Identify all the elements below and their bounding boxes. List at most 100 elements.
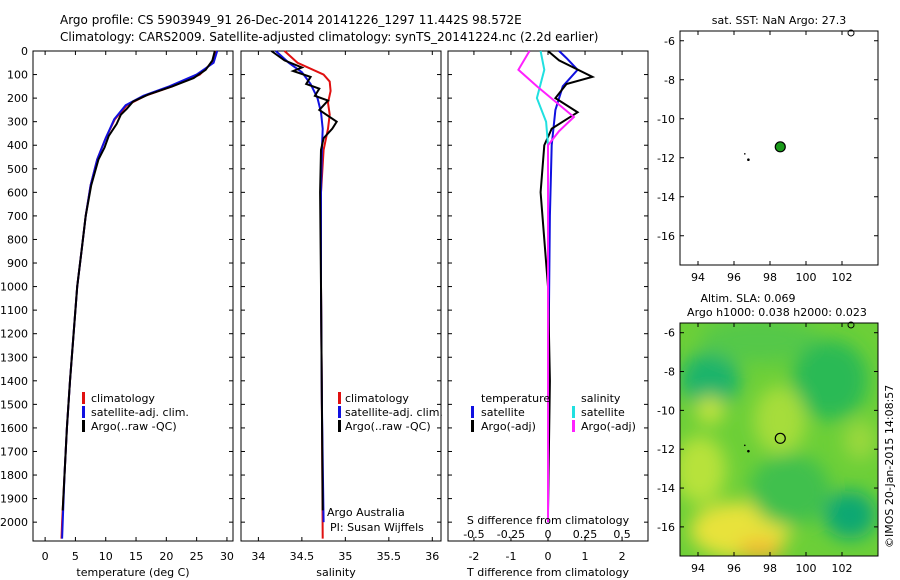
map-y-tick-label: -12 [657, 152, 675, 165]
map-x-tick-label: 96 [727, 562, 741, 575]
legend-swatch-t-satellite [471, 406, 474, 418]
y-tick-label: 1500 [0, 398, 28, 411]
sla-map-marks [744, 321, 855, 453]
map-x-tick-label: 98 [763, 562, 777, 575]
y-tick-label: 900 [7, 257, 28, 270]
sla-blob [824, 491, 876, 539]
x-tick-label: -2 [468, 550, 479, 563]
track-point [747, 449, 750, 453]
sla-blob [792, 340, 868, 420]
sst-map-axes [679, 30, 879, 266]
temperature-panel: 0100200300400500600700800900100011001200… [0, 45, 234, 579]
sla-map-ticks: 94 96 98 100 102 -6 -8 -10 -12 -14 -16 [657, 323, 878, 575]
sst-map-marks [744, 29, 855, 161]
sla-blob [680, 352, 740, 408]
salinity-panel: 34 34.5 35 35.5 36 salinity climatology sate… [240, 50, 443, 579]
y-tick-label: 1100 [0, 304, 28, 317]
series-line-satellite-adj-clim- [275, 50, 325, 523]
imos-stamp: ©IMOS 20-Jan-2015 14:08:57 [883, 385, 896, 548]
track-point [847, 29, 855, 37]
salinity-axes [240, 50, 442, 542]
x-tick-label: 36 [425, 550, 439, 563]
y-tick-label: 300 [7, 116, 28, 129]
sla-blob [700, 323, 820, 362]
y-tick-label: 600 [7, 186, 28, 199]
track-point [847, 321, 855, 329]
map-y-tick-label: -14 [657, 482, 675, 495]
legend-label-climatology: climatology [91, 392, 155, 405]
series-line-argo-raw-qc- [270, 50, 339, 511]
map-y-tick-label: -10 [657, 404, 675, 417]
salinity-depth-ticks [241, 50, 441, 523]
legend-label-argo: Argo(..raw -QC) [345, 420, 431, 433]
series-line-salinity-satellite [535, 50, 549, 523]
legend-label-satellite: satellite-adj. clim. [91, 406, 189, 419]
depth-axis: 0 100 200 300 400 500 600 700 800 900 1000 1100 1200… [0, 45, 233, 529]
legend-swatch-s-satellite [572, 406, 575, 418]
sla-blob [696, 396, 724, 424]
y-tick-label: 1200 [0, 328, 28, 341]
x-tick-label: 34 [251, 550, 265, 563]
legend-swatch-s-argo [572, 420, 575, 432]
map-y-tick-label: -10 [657, 113, 675, 126]
series-line-satellite-adj-clim- [61, 50, 219, 539]
x-tick-label: 0 [545, 550, 552, 563]
map-y-tick-label: -16 [657, 230, 675, 243]
y-tick-label: 0 [21, 45, 28, 58]
sla-map-title-1: Altim. SLA: 0.069 [700, 292, 795, 305]
sst-map-ticks: 94 96 98 100 102 -6 -8 -10 -12 -14 -16 [657, 31, 878, 284]
series-line-climatology [60, 50, 217, 539]
x-tick-label: 15 [129, 550, 143, 563]
note-pi: PI: Susan Wijffels [330, 521, 424, 534]
note-argo-australia: Argo Australia [327, 506, 405, 519]
sla-blob [754, 386, 806, 454]
x2-tick-label: -0.5 [463, 528, 484, 541]
series-line-argo-raw-qc- [61, 50, 216, 511]
temperature-axes [32, 50, 234, 542]
legend-swatch-argo [82, 420, 85, 432]
sst-map-title: sat. SST: NaN Argo: 27.3 [712, 14, 846, 27]
track-point [744, 444, 746, 447]
sla-blob [738, 540, 782, 556]
salinity-x-axis: 34 34.5 35 35.5 36 [251, 51, 439, 563]
difference-depth-ticks [448, 50, 648, 523]
legend-label-t-argo: Argo(-adj) [481, 420, 536, 433]
difference-panel: -2 -1 0 1 2 -0.5 -0.25 0 0.25 0.5 T difference fr… [447, 50, 649, 579]
sla-blob [680, 436, 726, 504]
x-tick-label: 10 [99, 550, 113, 563]
y-tick-label: 1300 [0, 351, 28, 364]
map-x-tick-label: 102 [832, 271, 853, 284]
difference-t-xlabel: T difference from climatology [466, 566, 629, 579]
title-line-1: Argo profile: CS 5903949_91 26-Dec-2014 … [60, 13, 522, 27]
map-x-tick-label: 100 [796, 271, 817, 284]
argo-position-marker [774, 432, 786, 444]
y-tick-label: 1000 [0, 281, 28, 294]
legend-swatch-satellite [338, 406, 341, 418]
sla-map-panel: Altim. SLA: 0.069 Argo h1000: 0.038 h200… [657, 292, 879, 575]
legend-swatch-satellite [82, 406, 85, 418]
x-tick-label: 30 [220, 550, 234, 563]
map-x-tick-label: 96 [727, 271, 741, 284]
legend-swatch-climatology [82, 392, 85, 404]
legend-label-s-satellite: satellite [581, 406, 625, 419]
legend-swatch-argo [338, 420, 341, 432]
salinity-xlabel: salinity [316, 566, 356, 579]
x-tick-label: 35.5 [377, 550, 402, 563]
x-tick-label: -1 [505, 550, 516, 563]
legend-label-argo: Argo(..raw -QC) [91, 420, 177, 433]
map-x-tick-label: 98 [763, 271, 777, 284]
sla-map-title-2: Argo h1000: 0.038 h2000: 0.023 [687, 306, 867, 319]
sla-blob [844, 420, 876, 460]
temperature-x-axis: 0 5 10 15 20 25 30 [42, 51, 234, 563]
map-x-tick-label: 94 [691, 562, 705, 575]
x-tick-label: 25 [190, 550, 204, 563]
salinity-series [270, 50, 339, 539]
map-y-tick-label: -8 [664, 74, 675, 87]
x-tick-label: 5 [72, 550, 79, 563]
y-tick-label: 200 [7, 92, 28, 105]
map-y-tick-label: -14 [657, 191, 675, 204]
track-point [744, 153, 746, 155]
legend-label-satellite: satellite-adj. clim. [345, 406, 443, 419]
map-y-tick-label: -6 [664, 327, 675, 340]
